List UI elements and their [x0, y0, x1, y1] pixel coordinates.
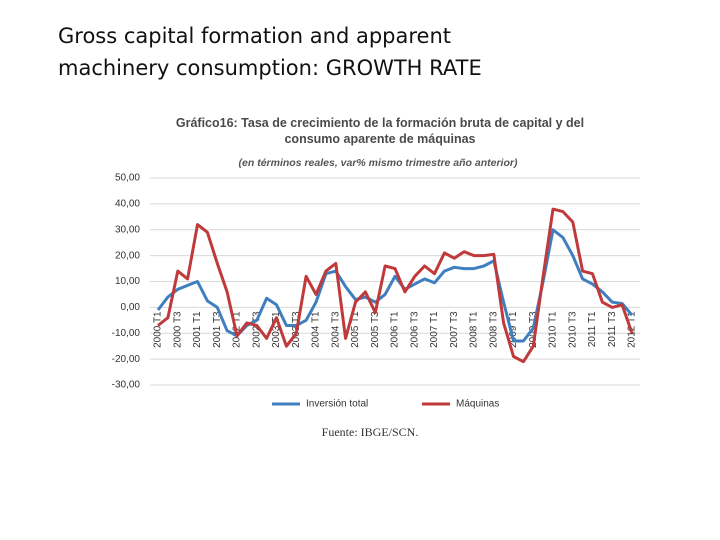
- x-tick-label: 2011 T1: [587, 311, 598, 347]
- x-tick-label: 2007 T3: [449, 311, 460, 348]
- x-tick-label: 2000 T1: [153, 311, 164, 348]
- x-tick-label: 2007 T1: [429, 311, 440, 348]
- x-tick-label: 2006 T1: [390, 311, 401, 348]
- x-tick-label: 2006 T3: [409, 311, 420, 348]
- y-tick-label: 30,00: [115, 224, 140, 235]
- x-tick-label: 2004 T3: [330, 311, 341, 348]
- y-tick-label: 10,00: [115, 276, 140, 287]
- x-tick-label: 2008 T3: [488, 311, 499, 348]
- x-tick-label: 2005 T1: [350, 311, 361, 348]
- x-tick-label: 2010 T1: [548, 311, 559, 348]
- x-tick-label: 2010 T3: [567, 311, 578, 348]
- x-tick-label: 2011 T3: [607, 311, 618, 347]
- y-tick-label: 40,00: [115, 199, 140, 210]
- y-tick-label: -20,00: [112, 354, 141, 365]
- x-tick-label: 2008 T1: [469, 311, 480, 348]
- chart-subtitle: (en términos reales, var% mismo trimestr…: [239, 157, 518, 169]
- y-tick-label: -10,00: [112, 328, 141, 339]
- x-tick-label: 2001 T1: [192, 311, 203, 348]
- y-tick-label: 20,00: [115, 250, 140, 261]
- y-tick-label: 0,00: [121, 302, 141, 313]
- x-tick-label: 2004 T1: [311, 311, 322, 348]
- x-tick-label: 2002 T3: [251, 311, 262, 348]
- x-tick-label: 2005 T3: [370, 311, 381, 348]
- slide-title: Gross capital formation and apparent mac…: [58, 24, 482, 80]
- source: Fuente: IBGE/SCN.: [322, 425, 419, 439]
- legend-label: Inversión total: [306, 399, 368, 410]
- x-tick-label: 2001 T3: [212, 311, 223, 348]
- series-line: [157, 207, 634, 364]
- x-tick-label: 2009 T1: [508, 311, 519, 348]
- x-tick-label: 2002 T1: [232, 311, 243, 348]
- chart-title-box: Gráfico16: Tasa de crecimiento de la for…: [175, 116, 585, 146]
- chart-title: Gráfico16: Tasa de crecimiento de la for…: [175, 116, 585, 146]
- y-tick-label: -30,00: [112, 380, 141, 391]
- x-tick-label: 2000 T3: [172, 311, 183, 348]
- y-tick-label: 50,00: [115, 173, 140, 184]
- x-tick-label: 2003 T1: [271, 311, 282, 348]
- legend-label: Máquinas: [456, 399, 499, 410]
